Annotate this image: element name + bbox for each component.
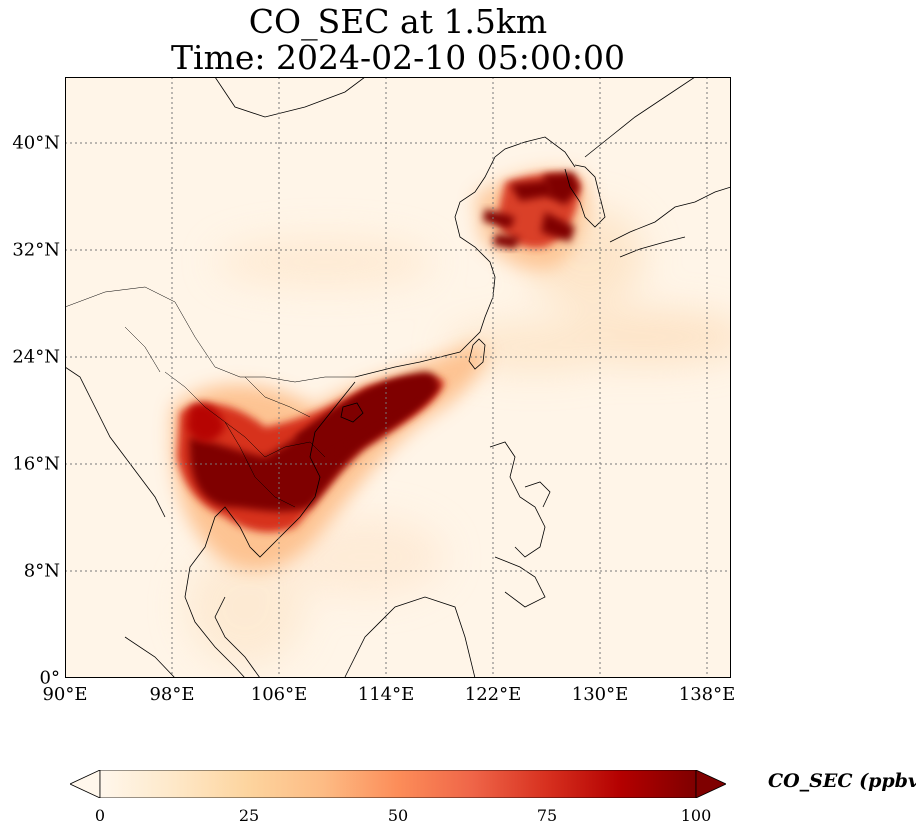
- lon-tick-label: 138°E: [678, 684, 736, 705]
- lon-tick-label: 130°E: [571, 684, 629, 705]
- colorbar-tick-label: 75: [536, 806, 558, 825]
- gridlines: [65, 77, 731, 678]
- lon-tick-label: 114°E: [357, 684, 415, 705]
- lat-tick-label: 24°N: [12, 346, 60, 368]
- lat-tick-label: 16°N: [12, 453, 60, 475]
- map-subtitle-time: Time: 2024-02-10 05:00:00: [171, 38, 625, 77]
- map-panel: [65, 77, 731, 678]
- lat-tick-label: 32°N: [12, 239, 60, 261]
- colorbar-tick-label: 0: [94, 806, 106, 825]
- lon-tick-label: 122°E: [464, 684, 522, 705]
- colorbar-extend-max: [695, 770, 726, 798]
- lon-tick-label: 90°E: [42, 684, 88, 705]
- country-borders: [65, 286, 355, 508]
- map-border: [65, 77, 731, 678]
- indochina-plume: [171, 344, 487, 571]
- lon-tick-label: 106°E: [250, 684, 308, 705]
- map-title: CO_SEC at 1.5km: [248, 2, 548, 41]
- coastlines: [65, 77, 731, 678]
- colorbar-extend-min: [70, 770, 101, 798]
- colorbar-tick-label: 50: [387, 806, 409, 825]
- lon-tick-label: 98°E: [149, 684, 195, 705]
- colorbar-tick-label: 100: [680, 806, 712, 825]
- colorbar: [70, 770, 726, 798]
- colorbar-gradient: [99, 770, 697, 798]
- lat-tick-label: 40°N: [12, 132, 60, 154]
- lat-tick-label: 8°N: [23, 560, 60, 582]
- lat-tick-label: 0°: [39, 667, 60, 689]
- colorbar-label: CO_SEC (ppbv): [768, 770, 916, 792]
- colorbar-tick-label: 25: [238, 806, 260, 825]
- korea-plume: [475, 169, 589, 270]
